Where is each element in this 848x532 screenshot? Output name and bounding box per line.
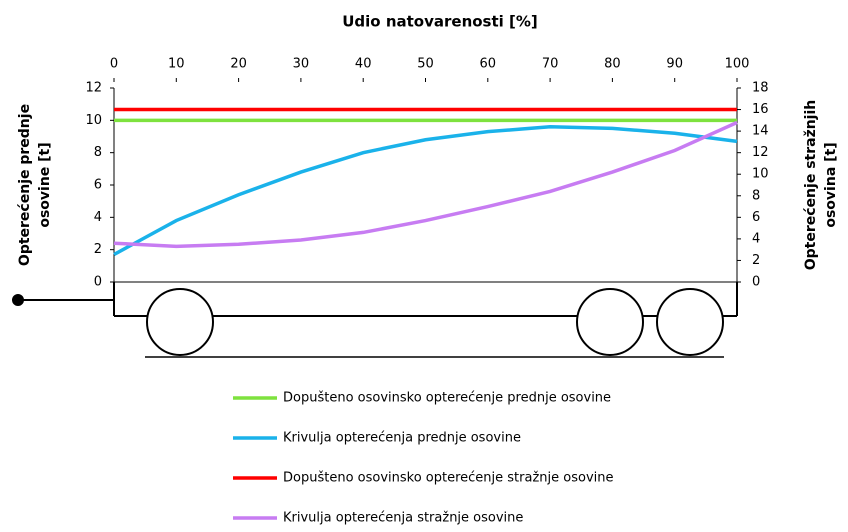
y2-tick-label: 8: [752, 188, 760, 203]
series-line: [113, 125, 738, 257]
y-axis-title: Opterećenje prednje osovine [t]: [17, 103, 53, 267]
trailer: [12, 282, 738, 358]
x-tick-label: 0: [110, 57, 118, 72]
x-tick-label: 80: [604, 57, 621, 72]
y-tick-label: 12: [85, 81, 102, 96]
y2-tick-label: 6: [752, 210, 760, 225]
legend-label: Dopušteno osovinsko opterećenje stražnje…: [283, 471, 614, 486]
y2-tick-label: 18: [752, 81, 769, 96]
y-tick-label: 4: [94, 210, 102, 225]
y-tick-label: 6: [94, 178, 102, 193]
x-tick-label: 90: [666, 57, 683, 72]
y2-tick-label: 14: [752, 124, 769, 139]
x-tick-label: 50: [417, 57, 434, 72]
y2-tick-label: 16: [752, 102, 769, 117]
x-tick-label: 70: [542, 57, 559, 72]
y2-tick-label: 12: [752, 145, 769, 160]
x-tick-label: 100: [725, 57, 750, 72]
x-tick-label: 40: [355, 57, 372, 72]
y2-axis-title: Opterećenje stražnjih osovina [t]: [803, 99, 839, 271]
legend-label: Krivulja opterećenja stražnje osovine: [283, 511, 523, 526]
x-tick-label: 10: [168, 57, 185, 72]
y2-tick-label: 0: [752, 275, 760, 290]
y2-tick-label: 10: [752, 167, 769, 182]
x-tick-label: 20: [230, 57, 247, 72]
y-tick-label: 2: [94, 242, 102, 257]
y-tick-label: 8: [94, 145, 102, 160]
legend-label: Krivulja opterećenja prednje osovine: [283, 431, 521, 446]
x-tick-label: 60: [480, 57, 497, 72]
x-tick-label: 30: [293, 57, 310, 72]
y-tick-label: 0: [94, 275, 102, 290]
y2-tick-label: 4: [752, 231, 760, 246]
y2-tick-label: 2: [752, 253, 760, 268]
legend-label: Dopušteno osovinsko opterećenje prednje …: [283, 391, 611, 406]
series-line: [113, 120, 738, 249]
plot-frame: [113, 88, 738, 283]
y-tick-label: 10: [85, 113, 102, 128]
x-axis-title: Udio natovarenosti [%]: [342, 13, 538, 31]
